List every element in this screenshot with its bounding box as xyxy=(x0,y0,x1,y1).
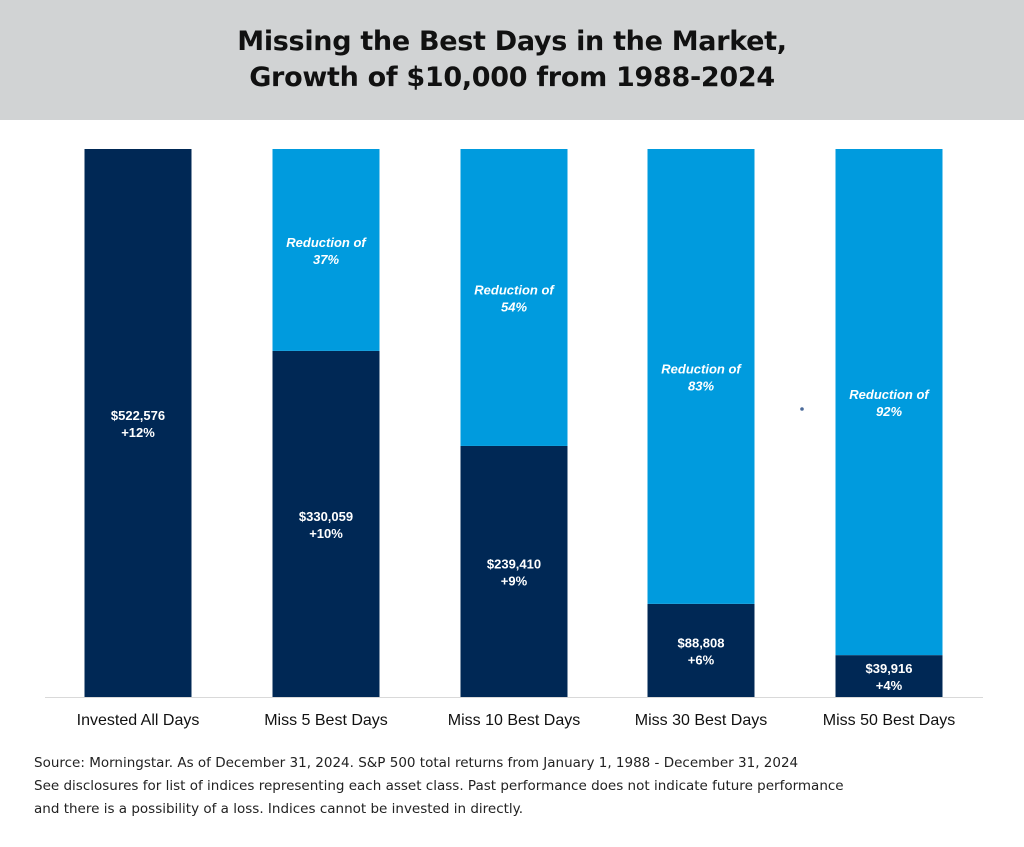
category-label-2: Miss 5 Best Days xyxy=(264,712,388,729)
bar-value-2 xyxy=(272,350,380,697)
reduction-label-3: Reduction of xyxy=(474,282,555,297)
bar-value-1 xyxy=(84,149,192,697)
return-label-5: +4% xyxy=(876,678,903,693)
reduction-label-5: Reduction of xyxy=(849,387,930,402)
stray-dot xyxy=(800,407,804,411)
footnote-line-1: Source: Morningstar. As of December 31, … xyxy=(34,755,799,771)
value-label-5: $39,916 xyxy=(866,661,913,676)
bar-value-4 xyxy=(647,603,755,697)
bar-chart: $522,576 +12% Invested All Days Reduction o… xyxy=(45,149,983,729)
bar-value-5 xyxy=(835,655,943,697)
bar-reduction-2 xyxy=(272,149,380,351)
category-label-5: Miss 50 Best Days xyxy=(823,712,955,729)
chart-title-line-2: Growth of $10,000 from 1988-2024 xyxy=(249,62,775,93)
footnote-line-2: See disclosures for list of indices repr… xyxy=(34,778,844,794)
category-label-1: Invested All Days xyxy=(77,712,200,729)
value-label-4: $88,808 xyxy=(678,635,725,650)
return-label-1: +12% xyxy=(121,425,155,440)
bar-reduction-4 xyxy=(647,149,755,604)
value-label-1: $522,576 xyxy=(111,408,165,423)
return-label-2: +10% xyxy=(309,526,343,541)
source-footnote: Source: Morningstar. As of December 31, … xyxy=(34,752,994,821)
bar-value-3 xyxy=(460,445,568,697)
category-label-4: Miss 30 Best Days xyxy=(635,712,767,729)
reduction-percent-5: 92% xyxy=(876,404,902,419)
title-band: Missing the Best Days in the Market, Gro… xyxy=(0,0,1024,120)
reduction-percent-2: 37% xyxy=(313,252,339,267)
category-label-3: Miss 10 Best Days xyxy=(448,712,580,729)
value-label-2: $330,059 xyxy=(299,509,353,524)
return-label-4: +6% xyxy=(688,652,715,667)
return-label-3: +9% xyxy=(501,573,528,588)
reduction-label-4: Reduction of xyxy=(661,361,742,376)
reduction-percent-4: 83% xyxy=(688,378,714,393)
bar-reduction-3 xyxy=(460,149,568,446)
reduction-label-2: Reduction of xyxy=(286,235,367,250)
value-label-3: $239,410 xyxy=(487,556,541,571)
chart-title-line-1: Missing the Best Days in the Market, xyxy=(237,26,787,57)
reduction-percent-3: 54% xyxy=(501,299,527,314)
bar-reduction-5 xyxy=(835,149,943,656)
footnote-line-3: and there is a possibility of a loss. In… xyxy=(34,801,524,817)
